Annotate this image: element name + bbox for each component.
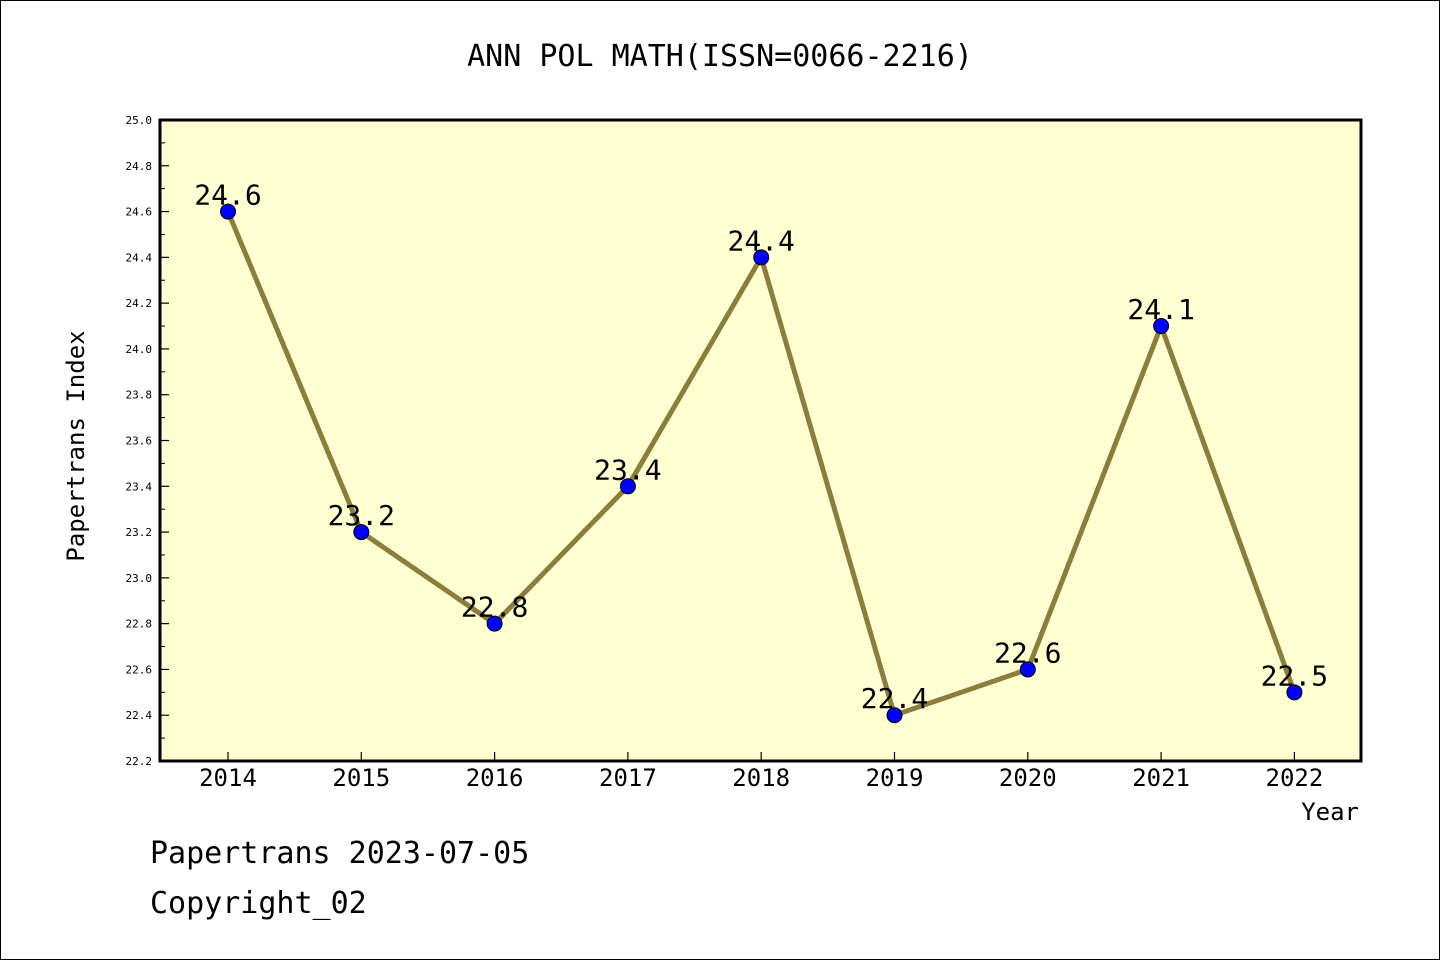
data-point	[753, 249, 770, 266]
x-tick-label: 2018	[732, 764, 790, 792]
y-tick-label: 22.2	[126, 755, 153, 768]
y-axis-label: Papertrans Index	[62, 330, 90, 561]
x-tick-label: 2022	[1266, 764, 1324, 792]
y-tick-label: 23.4	[126, 480, 153, 493]
y-axis: 22.2 22.4 22.6 22.8 23.0 23.2 23.4 23.6 23.8 24.0…	[126, 114, 169, 768]
footer-date: Papertrans 2023-07-05	[150, 836, 530, 871]
y-tick-label: 22.8	[126, 618, 153, 631]
data-label: 22.8	[461, 591, 528, 624]
data-point	[1019, 661, 1036, 678]
x-tick-label: 2019	[866, 764, 924, 792]
x-tick-label: 2021	[1132, 764, 1190, 792]
chart-title: ANN POL MATH(ISSN=0066-2216)	[467, 39, 973, 74]
x-tick-label: 2014	[199, 764, 257, 792]
series: 24.6 23.2 22.8 23.4 24.4 22.4 22.6 24.1 22.5	[194, 179, 1328, 724]
data-label: 24.6	[194, 179, 261, 212]
y-tick-label: 25.0	[126, 114, 153, 127]
footer-copyright: Copyright_02	[150, 886, 367, 921]
y-tick-label: 23.2	[126, 526, 153, 539]
y-tick-label: 24.4	[126, 251, 153, 264]
data-point	[619, 478, 636, 495]
data-label: 24.1	[1127, 293, 1194, 326]
y-tick-label: 23.0	[126, 572, 153, 585]
data-point	[220, 203, 236, 220]
x-tick-label: 2016	[466, 764, 524, 792]
plot-border	[158, 118, 1363, 763]
plot-area	[160, 120, 1361, 761]
y-tick-label: 24.0	[126, 343, 153, 356]
y-tick-label: 24.2	[126, 297, 153, 310]
data-label: 22.4	[861, 682, 928, 715]
x-axis: 2014 2015 2016 2017 2018 2019 2020 2021 2022	[199, 752, 1323, 792]
data-point	[353, 524, 370, 541]
x-tick-label: 2017	[599, 764, 657, 792]
data-label: 23.4	[594, 453, 661, 486]
y-tick-label: 23.8	[126, 389, 153, 402]
y-tick-label: 23.6	[126, 435, 153, 448]
x-tick-label: 2015	[332, 764, 390, 792]
x-tick-label: 2020	[999, 764, 1057, 792]
data-label: 22.6	[994, 636, 1061, 669]
data-point	[1153, 318, 1170, 335]
data-label: 22.5	[1261, 659, 1328, 692]
y-tick-label: 22.4	[126, 709, 153, 722]
y-tick-label: 24.6	[126, 206, 153, 219]
data-point	[486, 615, 503, 632]
x-axis-label: Year	[1301, 798, 1359, 826]
data-point	[1286, 684, 1303, 701]
data-point	[886, 707, 903, 724]
y-tick-label: 24.8	[126, 160, 153, 173]
data-label: 23.2	[328, 499, 395, 532]
y-tick-label: 22.6	[126, 663, 153, 676]
data-label: 24.4	[727, 224, 794, 257]
